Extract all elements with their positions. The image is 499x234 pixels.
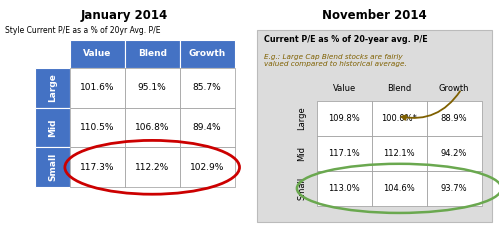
Text: 93.7%: 93.7% <box>441 184 468 193</box>
Text: Mid: Mid <box>48 118 57 137</box>
Text: 104.6%: 104.6% <box>383 184 415 193</box>
Text: Large: Large <box>297 106 306 130</box>
Text: 117.3%: 117.3% <box>80 163 115 172</box>
Text: Small: Small <box>297 177 306 200</box>
Text: 117.1%: 117.1% <box>328 149 360 158</box>
Bar <box>317 101 372 136</box>
Text: Growth: Growth <box>189 49 226 58</box>
Bar <box>180 108 235 147</box>
Text: Blend: Blend <box>387 84 411 93</box>
Text: Current P/E as % of 20-year avg. P/E: Current P/E as % of 20-year avg. P/E <box>264 35 428 44</box>
Bar <box>70 108 125 147</box>
Text: 94.2%: 94.2% <box>441 149 467 158</box>
Text: November 2014: November 2014 <box>322 9 427 22</box>
Bar <box>70 68 125 108</box>
Text: 101.6%: 101.6% <box>80 83 115 92</box>
Text: Blend: Blend <box>138 49 167 58</box>
Text: 113.0%: 113.0% <box>328 184 360 193</box>
Bar <box>372 101 427 136</box>
Bar <box>317 136 372 171</box>
Bar <box>180 40 235 68</box>
Text: Style Current P/E as a % of 20yr Avg. P/E: Style Current P/E as a % of 20yr Avg. P/… <box>5 26 161 35</box>
Bar <box>372 136 427 171</box>
Bar <box>35 108 70 147</box>
Text: 112.1%: 112.1% <box>383 149 415 158</box>
Bar <box>125 40 180 68</box>
Text: Value: Value <box>333 84 356 93</box>
Bar <box>125 68 180 108</box>
Text: Large: Large <box>48 73 57 102</box>
Text: 89.4%: 89.4% <box>193 123 222 132</box>
Text: 95.1%: 95.1% <box>138 83 167 92</box>
Bar <box>427 136 482 171</box>
Bar <box>180 68 235 108</box>
Text: 102.9%: 102.9% <box>190 163 224 172</box>
Text: E.g.: Large Cap Blend stocks are fairly
valued compared to historical average.: E.g.: Large Cap Blend stocks are fairly … <box>264 54 407 67</box>
Bar <box>427 101 482 136</box>
Text: Value: Value <box>83 49 111 58</box>
Text: January 2014: January 2014 <box>81 9 168 22</box>
Text: 100.0%*: 100.0%* <box>381 114 417 123</box>
Text: 109.8%: 109.8% <box>328 114 360 123</box>
Text: 88.9%: 88.9% <box>441 114 468 123</box>
Bar <box>35 147 70 187</box>
Text: 112.2%: 112.2% <box>135 163 169 172</box>
Bar <box>257 30 492 222</box>
Bar <box>372 171 427 206</box>
Text: 110.5%: 110.5% <box>80 123 115 132</box>
Bar <box>70 147 125 187</box>
Bar <box>125 108 180 147</box>
Bar <box>317 171 372 206</box>
Text: Small: Small <box>48 153 57 181</box>
Text: Growth: Growth <box>439 84 470 93</box>
Bar <box>125 147 180 187</box>
Text: Mid: Mid <box>297 146 306 161</box>
Bar <box>35 68 70 108</box>
Bar <box>427 171 482 206</box>
Bar <box>180 147 235 187</box>
Text: 106.8%: 106.8% <box>135 123 170 132</box>
Bar <box>70 40 125 68</box>
Text: 85.7%: 85.7% <box>193 83 222 92</box>
